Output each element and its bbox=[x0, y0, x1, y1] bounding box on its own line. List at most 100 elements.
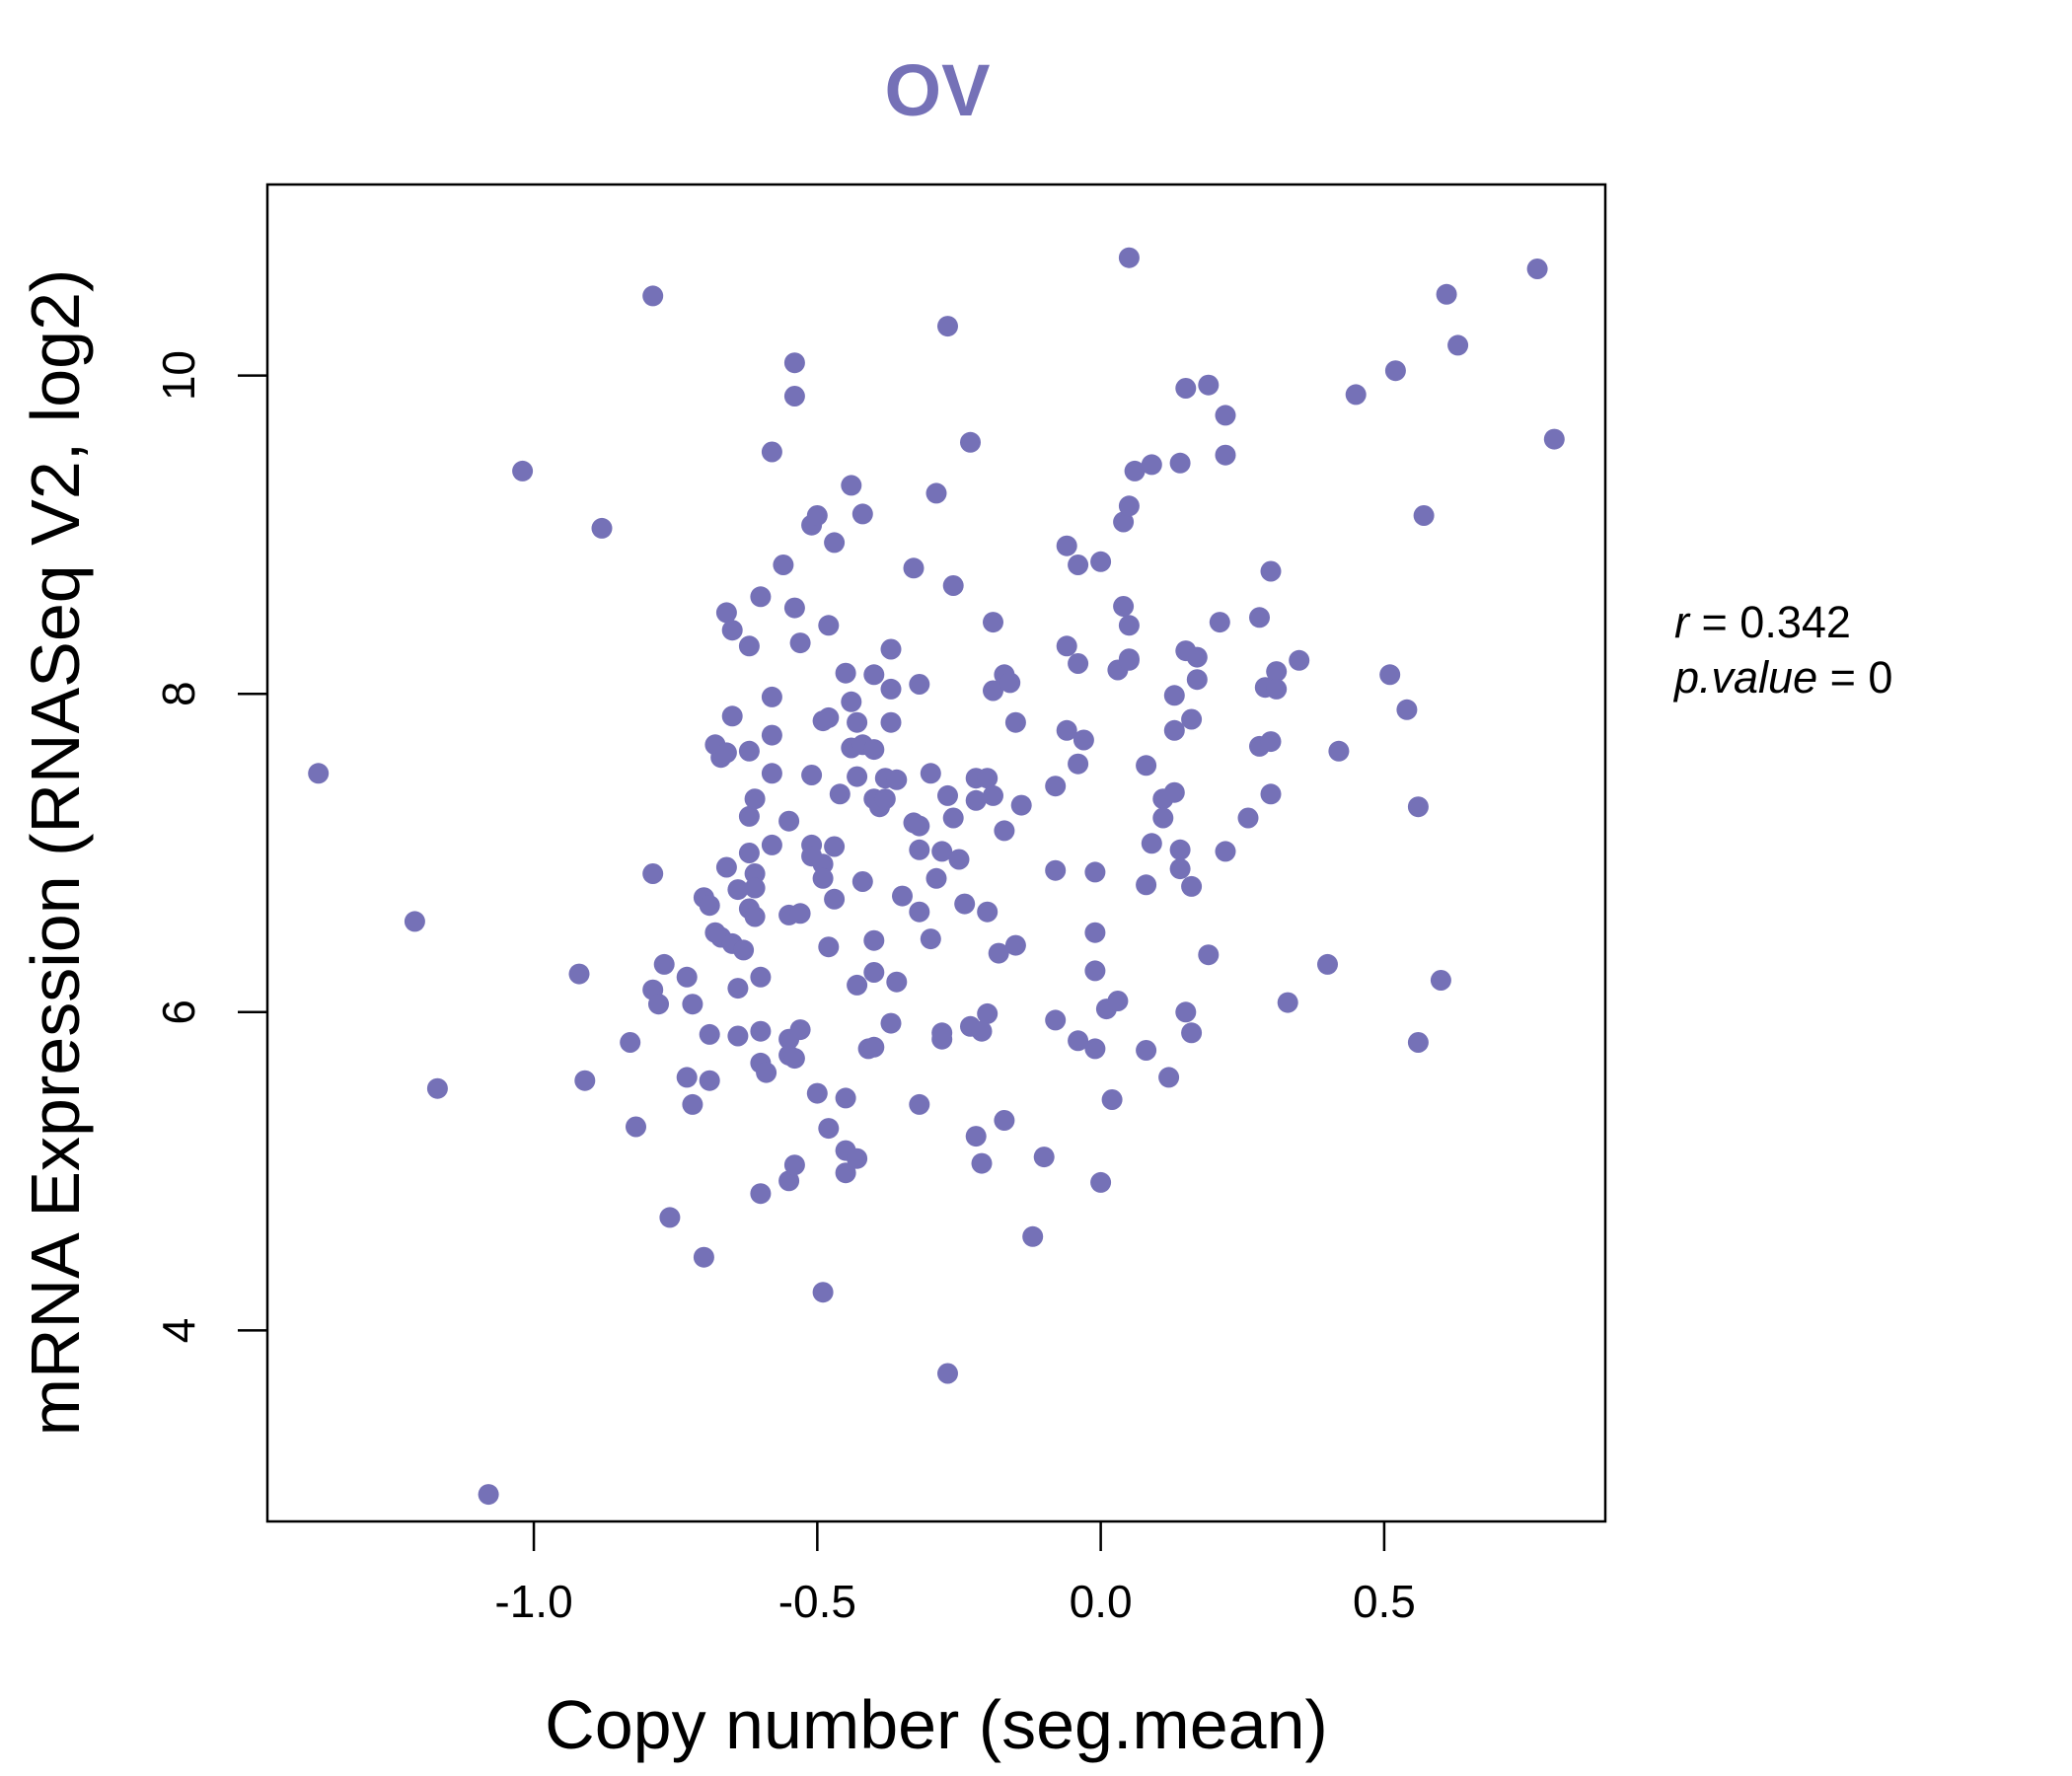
data-point-55 bbox=[761, 724, 782, 746]
data-point-81 bbox=[812, 1282, 834, 1303]
data-point-67 bbox=[783, 597, 805, 619]
data-point-126 bbox=[909, 839, 930, 860]
data-point-234 bbox=[1317, 953, 1338, 975]
data-point-141 bbox=[948, 849, 970, 870]
data-point-129 bbox=[920, 763, 941, 784]
data-point-41 bbox=[738, 805, 760, 827]
data-point-174 bbox=[1068, 753, 1089, 775]
data-point-13 bbox=[648, 994, 669, 1015]
data-point-199 bbox=[1141, 833, 1162, 854]
data-point-64 bbox=[778, 1170, 800, 1192]
data-point-90 bbox=[829, 783, 851, 805]
data-point-169 bbox=[1056, 635, 1077, 657]
data-point-192 bbox=[1118, 649, 1140, 671]
data-point-48 bbox=[750, 586, 772, 608]
data-point-229 bbox=[1260, 783, 1282, 805]
data-point-113 bbox=[874, 788, 896, 810]
data-point-240 bbox=[1407, 796, 1429, 818]
y-tick-label: 6 bbox=[153, 999, 204, 1025]
x-axis: -1.0 -0.5 0.0 0.5 bbox=[494, 1521, 1416, 1627]
data-point-133 bbox=[931, 841, 953, 862]
data-point-179 bbox=[1084, 960, 1106, 982]
data-point-195 bbox=[1136, 755, 1157, 777]
r-label: r bbox=[1674, 597, 1691, 647]
data-point-237 bbox=[1379, 664, 1401, 686]
data-point-4 bbox=[404, 911, 425, 932]
data-point-162 bbox=[1004, 934, 1026, 956]
data-point-142 bbox=[954, 893, 976, 915]
data-point-94 bbox=[835, 1162, 856, 1184]
data-point-172 bbox=[1068, 555, 1089, 575]
data-point-5 bbox=[426, 1077, 448, 1099]
data-point-159 bbox=[994, 1110, 1015, 1131]
plot-frame bbox=[265, 183, 1607, 1523]
data-point-80 bbox=[812, 867, 834, 889]
correlation-annotation: r = 0.342 p.value = 0 bbox=[1672, 597, 1892, 703]
data-point-118 bbox=[880, 1012, 902, 1034]
data-point-47 bbox=[744, 877, 766, 899]
data-point-122 bbox=[903, 557, 925, 579]
data-point-185 bbox=[1107, 991, 1129, 1011]
data-point-78 bbox=[806, 1082, 828, 1104]
data-point-214 bbox=[1181, 1022, 1203, 1044]
data-point-54 bbox=[761, 763, 782, 784]
data-point-168 bbox=[1045, 776, 1067, 797]
data-point-166 bbox=[1045, 859, 1067, 881]
data-point-194 bbox=[1124, 460, 1146, 481]
data-point-65 bbox=[783, 352, 805, 374]
x-tick-label: -0.5 bbox=[778, 1576, 856, 1627]
data-point-136 bbox=[937, 316, 958, 337]
data-point-227 bbox=[1260, 560, 1282, 582]
data-point-72 bbox=[789, 1019, 811, 1041]
data-point-83 bbox=[818, 615, 840, 636]
chart-title: OV bbox=[885, 49, 991, 131]
data-point-188 bbox=[1113, 596, 1135, 617]
data-point-69 bbox=[783, 1154, 805, 1176]
data-point-9 bbox=[620, 1032, 641, 1053]
data-point-228 bbox=[1260, 731, 1282, 753]
data-point-161 bbox=[1004, 711, 1026, 733]
data-point-218 bbox=[1198, 944, 1220, 966]
data-point-180 bbox=[1084, 1038, 1106, 1060]
data-point-106 bbox=[863, 664, 885, 686]
data-point-15 bbox=[659, 1207, 681, 1228]
y-tick-label: 8 bbox=[153, 681, 204, 706]
data-point-209 bbox=[1175, 378, 1197, 399]
data-point-193 bbox=[1118, 495, 1140, 517]
data-point-71 bbox=[789, 903, 811, 925]
data-point-178 bbox=[1084, 922, 1106, 943]
data-point-77 bbox=[806, 505, 828, 526]
data-point-156 bbox=[988, 942, 1009, 964]
data-point-35 bbox=[727, 879, 749, 901]
data-point-231 bbox=[1266, 678, 1288, 700]
data-point-140 bbox=[942, 807, 964, 829]
data-point-149 bbox=[971, 1152, 993, 1174]
data-point-132 bbox=[925, 867, 947, 889]
data-point-242 bbox=[1413, 505, 1435, 526]
data-point-202 bbox=[1158, 1067, 1180, 1088]
data-point-246 bbox=[1526, 259, 1548, 279]
r-annotation: r = 0.342 bbox=[1674, 597, 1851, 647]
data-point-238 bbox=[1384, 360, 1406, 382]
data-point-84 bbox=[818, 706, 840, 728]
data-point-125 bbox=[909, 674, 930, 695]
data-point-39 bbox=[738, 635, 760, 657]
data-point-220 bbox=[1215, 841, 1236, 862]
data-point-22 bbox=[699, 895, 720, 917]
data-point-160 bbox=[999, 672, 1021, 694]
data-point-222 bbox=[1215, 444, 1236, 466]
data-point-102 bbox=[851, 503, 873, 525]
data-point-147 bbox=[965, 1126, 987, 1147]
data-point-241 bbox=[1407, 1032, 1429, 1053]
data-point-217 bbox=[1198, 374, 1220, 396]
data-point-21 bbox=[693, 1246, 714, 1268]
data-point-197 bbox=[1136, 1040, 1157, 1061]
x-axis-label: Copy number (seg.mean) bbox=[545, 1686, 1328, 1763]
data-point-245 bbox=[1447, 334, 1469, 356]
data-point-216 bbox=[1186, 669, 1208, 691]
data-point-104 bbox=[851, 871, 873, 892]
data-point-88 bbox=[824, 888, 846, 910]
data-point-38 bbox=[733, 939, 755, 961]
data-point-164 bbox=[1022, 1225, 1044, 1247]
